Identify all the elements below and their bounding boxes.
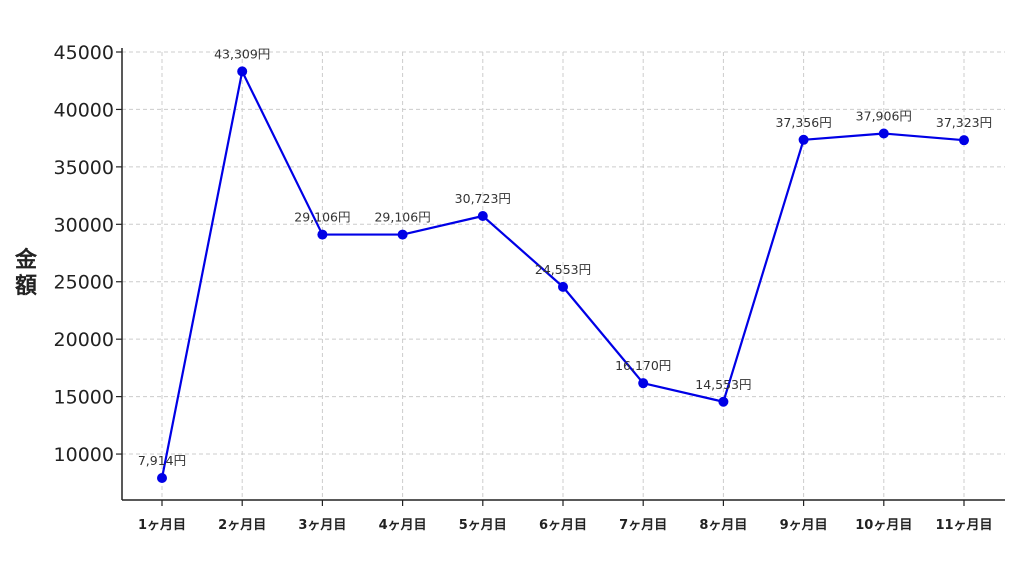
data-label: 37,906円 — [856, 108, 912, 123]
data-label: 24,553円 — [535, 262, 591, 277]
data-point — [878, 128, 889, 139]
y-axis-label-char: 金 — [14, 248, 37, 273]
data-point — [397, 229, 408, 240]
x-tick-label: 3ヶ月目 — [298, 518, 346, 533]
x-tick-label: 9ヶ月目 — [780, 518, 828, 533]
x-tick-label: 10ヶ月目 — [855, 518, 912, 533]
y-tick-label: 35000 — [54, 157, 114, 179]
y-tick-label: 40000 — [54, 99, 114, 121]
axes-layer — [116, 48, 1005, 506]
series-layer — [157, 66, 969, 484]
data-label: 37,356円 — [775, 115, 831, 130]
y-tick-label: 20000 — [54, 329, 114, 351]
data-point — [317, 229, 328, 240]
data-label: 7,914円 — [138, 453, 186, 468]
data-point — [798, 134, 809, 145]
data-label: 14,553円 — [695, 377, 751, 392]
x-tick-label: 5ヶ月目 — [459, 518, 507, 533]
data-point — [558, 281, 568, 292]
y-tick-label: 45000 — [54, 42, 114, 64]
data-point — [477, 211, 488, 222]
x-tick-label: 6ヶ月目 — [539, 518, 587, 533]
data-label: 30,723円 — [455, 191, 511, 206]
data-point — [638, 378, 649, 389]
y-tick-label: 30000 — [54, 214, 114, 236]
data-point — [718, 396, 729, 407]
y-axis-label-char: 額 — [14, 274, 37, 299]
y-tick-label: 25000 — [54, 272, 114, 294]
x-tick-label: 2ヶ月目 — [218, 518, 266, 533]
x-tick-label: 1ヶ月目 — [138, 518, 186, 533]
x-tick-label: 11ヶ月目 — [935, 518, 992, 533]
x-tick-label: 7ヶ月目 — [619, 518, 667, 533]
data-point — [959, 135, 969, 146]
data-point — [157, 473, 167, 484]
x-tick-label: 8ヶ月目 — [699, 518, 747, 533]
y-axis-label: 金額 — [6, 248, 46, 300]
grid-layer — [122, 51, 1005, 500]
y-tick-labels: 10000 15000 20000 25000 30000 35000 40000 45000 — [54, 42, 114, 466]
x-tick-label: 4ヶ月目 — [379, 518, 427, 533]
data-label: 37,323円 — [936, 115, 992, 130]
data-label: 29,106円 — [294, 210, 350, 225]
data-label: 16,170円 — [615, 358, 671, 373]
data-labels: 7,914円 43,309円 29,106円 29,106円 30,723円 24,553… — [138, 46, 992, 468]
data-label: 43,309円 — [214, 46, 270, 61]
y-tick-label: 15000 — [54, 387, 114, 409]
y-tick-label: 10000 — [54, 444, 114, 466]
data-point — [237, 66, 248, 77]
data-label: 29,106円 — [374, 210, 430, 225]
x-tick-labels: 1ヶ月目 2ヶ月目 3ヶ月目 4ヶ月目 5ヶ月目 6ヶ月目 7ヶ月目 8ヶ月目 9ヶ月目 10ヶ月… — [138, 518, 993, 533]
